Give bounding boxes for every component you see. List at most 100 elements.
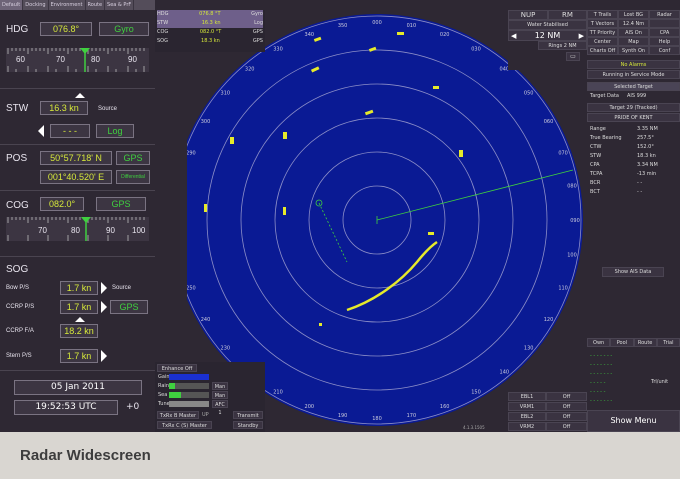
cog-tick-100: 100 — [132, 226, 146, 235]
hdg-tick-80: 80 — [91, 55, 100, 64]
right-top-cell-3-1[interactable]: Map — [618, 37, 649, 46]
bearing-label-290: 290 — [187, 150, 196, 156]
bearing-label-250: 250 — [187, 286, 196, 292]
ccrp-ps-label: CCRP P/S — [6, 304, 35, 310]
right-top-cell-1-1[interactable]: 12.4 Nm — [618, 19, 649, 28]
man2-button[interactable]: Man 2 — [212, 391, 228, 407]
right-top-cell-4-0[interactable]: Charts Off — [587, 46, 618, 55]
up-label: UP — [202, 412, 209, 418]
bearing-label-040: 040 — [500, 66, 510, 72]
stw-log-button[interactable]: Log — [96, 124, 134, 138]
afc-button[interactable]: AFC 1 — [212, 400, 228, 416]
ebl-vrm-2-label[interactable]: EBL2 — [508, 412, 546, 421]
tab-sea[interactable]: Sea & PrF — [105, 0, 135, 10]
gain-slider[interactable] — [169, 374, 209, 380]
caption: Radar Widescreen — [0, 432, 680, 479]
bearing-label-310: 310 — [221, 91, 231, 97]
ebl-vrm-1-label[interactable]: VRM1 — [508, 402, 546, 411]
right-top-cell-0-2[interactable]: Radar — [649, 10, 680, 19]
show-menu-button[interactable]: Show Menu — [587, 410, 680, 432]
right-top-cell-2-1[interactable]: AIS On — [618, 28, 649, 37]
range-decrease-icon[interactable]: ◀ — [511, 32, 517, 40]
screenshot-icon[interactable]: ▭ — [566, 52, 580, 61]
right-top-cell-3-0[interactable]: Center — [587, 37, 618, 46]
cog-source-button[interactable]: GPS — [96, 197, 146, 211]
cog-scale-ticks — [7, 217, 145, 241]
target-field-label: CPA — [590, 162, 600, 168]
stabilisation-button[interactable]: Water Stabilised — [508, 20, 587, 30]
timezone: +0 — [126, 402, 140, 412]
stern-value: 1.7 kn — [60, 349, 98, 363]
range-selector[interactable]: 12 NM — [508, 30, 587, 41]
bearing-label-210: 210 — [273, 390, 283, 396]
target-field-label: BCR — [590, 180, 601, 186]
right-top-cell-0-0[interactable]: T Trails Short — [587, 10, 618, 26]
ebl-vrm-0-state[interactable]: Off — [546, 392, 587, 401]
standby-button[interactable]: Standby — [233, 421, 263, 429]
tab-own[interactable]: Own — [587, 338, 611, 347]
cog-section: COG 082.0° GPS 70 80 90 100 — [0, 192, 155, 252]
tab-docking[interactable]: Docking — [23, 0, 49, 10]
right-top-cell-2-0[interactable]: TT Priority — [587, 28, 618, 37]
range-increase-icon[interactable]: ▶ — [578, 32, 584, 40]
hdg-scale-ticks — [7, 48, 145, 72]
target-field-label: CTW — [590, 144, 602, 150]
left-arrow-icon[interactable] — [38, 125, 44, 137]
tab-pool[interactable]: Pool — [610, 338, 634, 347]
ebl-vrm-3-label[interactable]: VRM2 — [508, 422, 546, 431]
ebl-vrm-2-state[interactable]: Off — [546, 412, 587, 421]
ebl-vrm-1-state[interactable]: Off — [546, 402, 587, 411]
transmit-button[interactable]: Transmit — [233, 411, 263, 419]
target-field-label: TCPA — [590, 171, 603, 177]
hdr-row-cog: COG 082.0 °T GPS — [157, 29, 263, 35]
target-field-value: 152.0° — [637, 144, 654, 150]
up-arrow-icon[interactable] — [75, 93, 85, 98]
right-top-cell-4-1[interactable]: Synth On — [618, 46, 649, 55]
stw-dash: - - - — [50, 124, 90, 138]
txrx-master-button[interactable]: TxRx B Master — [157, 411, 199, 419]
man1-button[interactable]: Man 1 — [212, 382, 228, 398]
tab-default[interactable]: Default — [0, 0, 24, 10]
right-top-cell-0-1[interactable]: Lost BG — [618, 10, 649, 19]
target-field-label: BCT — [590, 189, 600, 195]
bearing-label-030: 030 — [471, 47, 481, 53]
ccrp-gps-button[interactable]: GPS — [110, 300, 148, 314]
radar-ppi-svg[interactable]: 300 310 320 330 340 350 000 010 020 030 040 050 060 0… — [171, 10, 587, 432]
target-field-label: Range — [590, 126, 606, 132]
txrx-c-button[interactable]: TxRx C (S) Master — [157, 421, 212, 429]
radar-ppi[interactable]: 300 310 320 330 340 350 000 010 020 030 040 050 060 0… — [171, 10, 587, 432]
bearing-label-050: 050 — [524, 91, 534, 97]
up-arrow-icon[interactable] — [75, 317, 85, 322]
show-ais-data-button[interactable]: Show AIS Data — [602, 267, 664, 277]
right-arrow-icon[interactable] — [101, 350, 107, 362]
trial-unit: Trl/unit — [651, 379, 669, 385]
right-arrow-icon[interactable] — [101, 301, 107, 313]
tab-route[interactable]: Route — [86, 0, 106, 10]
ccrp-fa-value: 18.2 kn — [60, 324, 98, 338]
right-top-cell-1-0[interactable]: T Vectors — [587, 19, 618, 28]
cog-value: 082.0° — [40, 197, 84, 211]
right-top-cell-3-2[interactable]: Help — [649, 37, 680, 46]
bearing-label-200: 200 — [305, 404, 315, 410]
hdg-source-button[interactable]: Gyro — [99, 22, 149, 36]
nup-button[interactable]: NUP — [508, 10, 548, 20]
pos-gps-button[interactable]: GPS — [116, 151, 150, 165]
ccrp-ps-value: 1.7 kn — [60, 300, 98, 314]
bow-source: Source — [112, 285, 132, 291]
rm-button[interactable]: RM — [548, 10, 587, 20]
right-arrow-icon[interactable] — [101, 282, 107, 294]
right-top-cell-4-2[interactable]: Conf — [649, 46, 680, 55]
tab-trial[interactable]: Trial — [656, 338, 680, 347]
sog-label: SOG — [6, 264, 29, 275]
ebl-vrm-0-label[interactable]: EBL1 — [508, 392, 546, 401]
right-top-cell-1-2[interactable] — [649, 19, 680, 28]
target-field-value: - - — [637, 180, 643, 186]
ebl-vrm-3-state[interactable]: Off — [546, 422, 587, 431]
enhance-button[interactable]: Enhance Off — [157, 364, 197, 372]
right-top-cell-2-2[interactable]: CPA — [649, 28, 680, 37]
tab-environment[interactable]: Environment — [49, 0, 86, 10]
selected-target-symbol[interactable] — [315, 199, 323, 207]
tab-route[interactable]: Route — [633, 338, 657, 347]
selected-target-header: Selected Target — [587, 82, 680, 91]
